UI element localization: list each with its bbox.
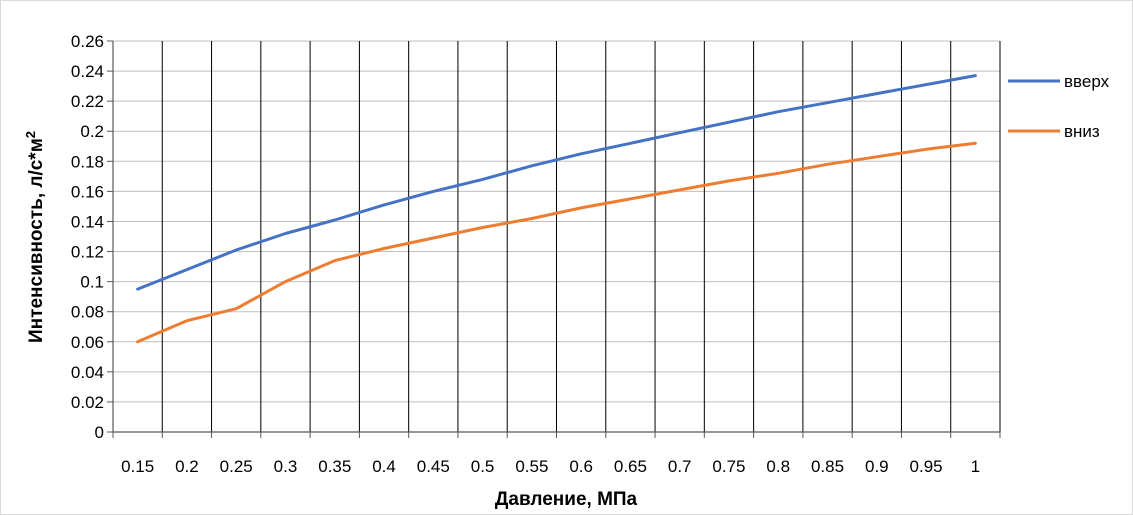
y-tick-label: 0.04 bbox=[71, 363, 104, 382]
x-tick-label: 0.75 bbox=[712, 457, 745, 476]
x-tick-label: 0.7 bbox=[668, 457, 692, 476]
legend: вверх вниз bbox=[1008, 72, 1110, 141]
y-axis-title-text: Интенсивность, л/с*м bbox=[26, 138, 47, 343]
x-tick-label: 0.65 bbox=[614, 457, 647, 476]
series-line-2 bbox=[136, 141, 977, 344]
x-tick-label: 0.3 bbox=[274, 457, 298, 476]
x-tick-label: 0.6 bbox=[569, 457, 593, 476]
axes bbox=[107, 40, 1001, 438]
y-tick-label: 0.02 bbox=[71, 393, 104, 412]
x-tick-label: 0.9 bbox=[865, 457, 889, 476]
x-tick-label: 1 bbox=[971, 457, 980, 476]
y-tick-label: 0 bbox=[95, 423, 104, 442]
x-tick-label: 0.35 bbox=[318, 457, 351, 476]
x-tick-label: 0.4 bbox=[372, 457, 396, 476]
x-tick-label: 0.8 bbox=[766, 457, 790, 476]
y-tick-label: 0.22 bbox=[71, 92, 104, 111]
series-lines bbox=[136, 74, 977, 344]
y-tick-label: 0.14 bbox=[71, 212, 104, 231]
y-tick-label: 0.12 bbox=[71, 243, 104, 262]
y-tick-label: 0.06 bbox=[71, 333, 104, 352]
x-tick-label: 0.45 bbox=[417, 457, 450, 476]
series-line-1 bbox=[136, 74, 977, 291]
y-tick-label: 0.08 bbox=[71, 303, 104, 322]
y-tick-label: 0.2 bbox=[80, 122, 104, 141]
x-axis-title: Давление, МПа bbox=[495, 489, 638, 510]
y-tick-label: 0.24 bbox=[71, 62, 104, 81]
y-axis-title-superscript: 2 bbox=[23, 131, 38, 138]
x-tick-label: 0.25 bbox=[220, 457, 253, 476]
tick-labels: 0 0.02 0.04 0.06 0.08 0.1 0.12 0.14 0.16 0.18 0.2 0… bbox=[71, 32, 980, 476]
y-tick-label: 0.26 bbox=[71, 32, 104, 51]
x-tick-label: 0.85 bbox=[811, 457, 844, 476]
x-tick-label: 0.2 bbox=[175, 457, 199, 476]
legend-label: вниз bbox=[1064, 122, 1100, 141]
y-tick-label: 0.18 bbox=[71, 152, 104, 171]
y-tick-label: 0.1 bbox=[80, 273, 104, 292]
legend-label: вверх bbox=[1064, 72, 1110, 91]
x-tick-label: 0.95 bbox=[910, 457, 943, 476]
y-tick-label: 0.16 bbox=[71, 182, 104, 201]
x-tick-label: 0.15 bbox=[121, 457, 154, 476]
x-tick-label: 0.5 bbox=[471, 457, 495, 476]
y-axis-title: Интенсивность, л/с*м2 bbox=[23, 131, 47, 343]
x-tick-label: 0.55 bbox=[515, 457, 548, 476]
